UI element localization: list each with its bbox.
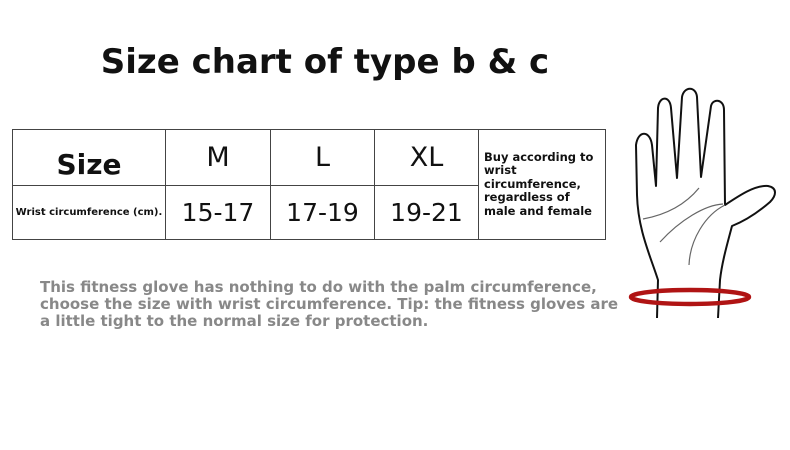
hand-outline-icon: [635, 87, 776, 319]
size-table: Size M L XL Buy according to wrist circu…: [12, 129, 606, 240]
hand-illustration: [628, 87, 776, 319]
size-l: L: [270, 129, 375, 186]
page-title: Size chart of type b & c: [100, 42, 550, 82]
size-note: Buy according to wrist circumference, re…: [478, 129, 606, 240]
size-header: Size: [12, 129, 166, 186]
value-m: 15-17: [165, 185, 271, 240]
wrist-ring-icon: [628, 287, 752, 307]
size-xl: XL: [374, 129, 479, 186]
wrist-label: Wrist circumference (cm).: [12, 185, 166, 240]
size-m: M: [165, 129, 271, 186]
value-xl: 19-21: [374, 185, 479, 240]
description: This fitness glove has nothing to do wit…: [40, 278, 619, 330]
value-l: 17-19: [270, 185, 375, 240]
